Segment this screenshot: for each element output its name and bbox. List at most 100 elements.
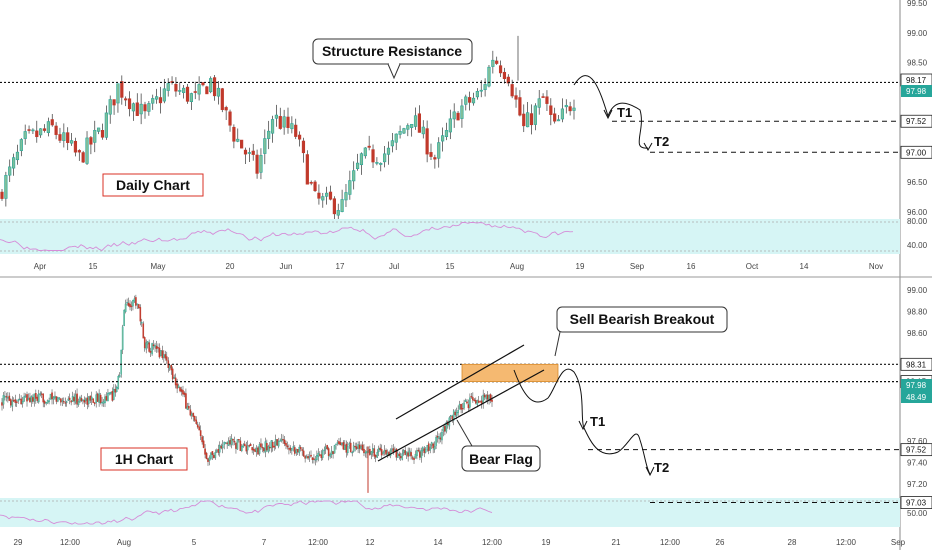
daily-candle-body <box>89 137 93 145</box>
daily-price-tick-label: 96.50 <box>907 178 928 187</box>
hourly-candle-body <box>264 441 267 453</box>
daily-candle-body <box>336 210 340 216</box>
hourly-candle-body <box>46 400 49 404</box>
hourly-candle-body <box>488 395 490 400</box>
hourly-candle-body <box>341 442 343 445</box>
hourly-candle-body <box>214 452 217 458</box>
hourly-candle-body <box>266 443 268 451</box>
hourly-candle-body <box>391 448 393 450</box>
hourly-candle-body <box>304 456 306 459</box>
daily-candle-body <box>228 111 232 126</box>
pointer-mask <box>389 62 399 65</box>
hourly-candle-body <box>307 456 309 459</box>
daily-candle-body <box>297 134 302 140</box>
hourly-candle-body <box>485 395 487 399</box>
daily-chart-label: Daily Chart <box>116 177 190 193</box>
daily-candle-body <box>413 115 418 127</box>
hourly-candle-body <box>21 401 24 404</box>
hourly-level-tag-border <box>900 357 932 371</box>
hourly-candle-body <box>64 402 67 404</box>
daily-candle-body <box>433 157 437 160</box>
hourly-candle-body <box>170 365 173 371</box>
daily-candle-body <box>533 105 537 125</box>
daily-t1-arrow <box>603 109 613 120</box>
hourly-candle-body <box>192 412 195 417</box>
daily-candle-body <box>104 112 108 138</box>
hourly-candle-body <box>441 431 443 441</box>
daily-candle-body <box>50 119 54 126</box>
hourly-candle-body <box>60 398 62 403</box>
hourly-candle-body <box>207 458 209 462</box>
hourly-candle-body <box>273 445 276 448</box>
hourly-candle-body <box>317 452 320 457</box>
hourly-candle-body <box>191 413 193 416</box>
daily-candle-body <box>220 88 224 110</box>
hourly-level-tag-border <box>900 443 932 457</box>
daily-candle-body <box>506 76 510 84</box>
daily-candle-body <box>564 105 568 108</box>
hourly-candle-body <box>248 445 251 447</box>
daily-rsi-tick-label: 40.00 <box>907 241 928 250</box>
daily-time-tick-label: 14 <box>800 262 809 271</box>
hourly-candle-body <box>221 445 224 449</box>
hourly-candle-body <box>276 439 278 446</box>
hourly-candle-body <box>55 396 58 402</box>
hourly-candle-body <box>67 398 70 401</box>
hourly-candle-body <box>40 393 43 395</box>
hourly-candle-body <box>185 393 187 409</box>
daily-candle-body <box>452 111 456 120</box>
daily-candle-body <box>267 130 271 139</box>
daily-candle-body <box>398 131 402 135</box>
hourly-candle-body <box>479 401 482 403</box>
hourly-candle-body <box>80 398 83 401</box>
daily-candle-body <box>491 59 495 67</box>
daily-candle-body <box>359 153 364 166</box>
daily-time-tick-label: Oct <box>746 262 759 271</box>
hourly-candle-body <box>279 440 281 442</box>
hourly-candle-body <box>205 452 208 459</box>
hourly-candle-body <box>101 402 103 404</box>
daily-candle-body <box>383 153 387 163</box>
hourly-candle-body <box>138 304 140 309</box>
daily-candle-body <box>77 150 81 153</box>
hourly-candle-body <box>30 396 33 402</box>
hourly-candle-body <box>52 397 55 400</box>
hourly-candle-body <box>452 410 455 421</box>
hourly-time-tick-label: 29 <box>14 538 23 547</box>
hourly-candle-body <box>95 394 97 403</box>
hourly-candle-body <box>90 396 93 400</box>
hourly-candle-body <box>308 456 311 458</box>
hourly-candle-body <box>202 440 205 448</box>
daily-candle-body <box>328 191 333 200</box>
hourly-candle-body <box>98 393 100 403</box>
hourly-candle-body <box>201 436 203 443</box>
daily-candle-body <box>158 97 163 104</box>
hourly-candle-body <box>472 397 474 401</box>
hourly-candle-body <box>358 444 361 449</box>
daily-candle-body <box>62 132 66 141</box>
hourly-candle-body <box>146 341 149 345</box>
daily-candle-body <box>205 86 209 95</box>
daily-candle-body <box>240 139 244 149</box>
daily-candle-body <box>321 196 325 201</box>
hourly-candle-body <box>305 456 308 459</box>
hourly-candle-body <box>105 396 108 401</box>
daily-projection-path <box>573 75 649 149</box>
hourly-candle-body <box>7 397 9 399</box>
bear-flag-box <box>461 445 541 472</box>
hourly-candle-body <box>37 393 40 403</box>
daily-candle-body <box>278 116 282 129</box>
hourly-candle-body <box>204 448 206 455</box>
hourly-candle-body <box>470 396 473 398</box>
hourly-candle-body <box>102 401 105 404</box>
hourly-candle-body <box>51 392 53 400</box>
hourly-candle-body <box>427 443 430 451</box>
daily-price-tick-label: 99.00 <box>907 29 928 38</box>
hourly-candle-body <box>195 419 198 424</box>
daily-candle-body <box>209 78 213 93</box>
hourly-level-4-tag <box>901 443 932 456</box>
daily-candle-body <box>301 140 306 154</box>
daily-candle-body <box>386 147 391 155</box>
hourly-candle-body <box>410 452 412 457</box>
hourly-candle-body <box>424 449 427 453</box>
